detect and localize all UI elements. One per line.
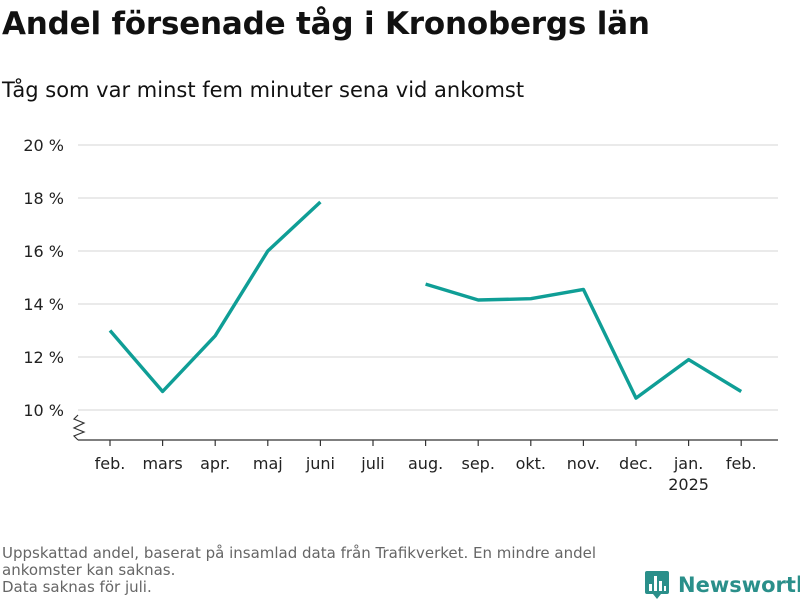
chart-subtitle: Tåg som var minst fem minuter sena vid a…	[2, 78, 525, 102]
y-tick-label: 20 %	[23, 136, 64, 155]
x-tick-label: feb.	[726, 454, 757, 473]
axis-break-icon	[72, 414, 86, 441]
y-axis-labels: 10 % 12 % 14 % 16 % 18 % 20 %	[23, 136, 64, 420]
brand-logo: Newsworthy	[644, 569, 800, 601]
grid-lines	[78, 144, 778, 411]
x-tick-label: jan.	[673, 454, 703, 473]
footnote: Uppskattad andel, baserat på insamlad da…	[2, 545, 642, 596]
series-lines	[108, 200, 743, 400]
y-tick-label: 14 %	[23, 295, 64, 314]
x-tick-label: aug.	[408, 454, 443, 473]
series-line	[425, 282, 743, 400]
x-axis-ticks: feb. mars apr. maj juni juli aug. sep. okt. nov. d…	[95, 440, 757, 494]
footnote-line: Data saknas för juli.	[2, 578, 152, 596]
x-tick-label: nov.	[567, 454, 600, 473]
x-axis	[72, 414, 778, 441]
x-tick-label: feb.	[95, 454, 126, 473]
x-tick-label: apr.	[200, 454, 230, 473]
x-tick-label: maj	[253, 454, 283, 473]
y-tick-label: 12 %	[23, 348, 64, 367]
x-tick-label: mars	[142, 454, 182, 473]
x-tick-label: okt.	[516, 454, 546, 473]
bar-chart-logo-icon	[645, 571, 669, 599]
x-tick-sublabel: 2025	[668, 475, 709, 494]
series-line	[108, 200, 322, 394]
y-tick-label: 10 %	[23, 401, 64, 420]
footnote-line: Uppskattad andel, baserat på insamlad da…	[2, 544, 597, 562]
x-tick-label: juli	[360, 454, 384, 473]
brand-name: Newsworthy	[678, 573, 800, 597]
x-tick-label: dec.	[619, 454, 653, 473]
x-tick-label: juni	[305, 454, 335, 473]
footnote-line: ankomster kan saknas.	[2, 561, 176, 579]
chart-title: Andel försenade tåg i Kronobergs län	[2, 6, 650, 42]
y-tick-label: 18 %	[23, 189, 64, 208]
y-tick-label: 16 %	[23, 242, 64, 261]
x-tick-label: sep.	[461, 454, 494, 473]
line-chart: 10 % 12 % 14 % 16 % 18 % 20 % feb. mars apr. maj…	[23, 136, 778, 494]
